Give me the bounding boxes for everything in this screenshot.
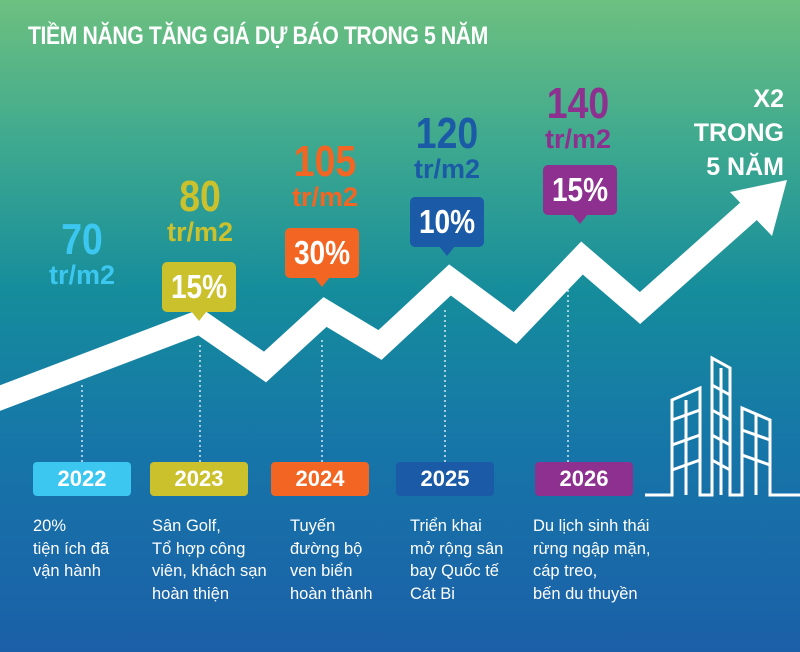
description-2026: Du lịch sinh thái rừng ngập mặn, cáp tre… (533, 517, 651, 603)
value-label-2024: 105 tr/m2 (291, 137, 359, 212)
guide-lines (81, 290, 569, 462)
value-label-2026: 140 tr/m2 (544, 79, 612, 154)
description-2022: 20% tiện ích đã vận hành (33, 517, 110, 580)
growth-badge-2023: 15% (162, 262, 236, 321)
description-2025: Triển khai mở rộng sân bay Quốc tế Cát B… (410, 517, 504, 603)
buildings-icon (645, 355, 800, 497)
value-label-2025: 120 tr/m2 (413, 109, 481, 184)
value-label-2023: 80 tr/m2 (166, 172, 234, 247)
year-label-2022: 2022 (33, 462, 131, 496)
description-2024: Tuyến đường bộ ven biển hoàn thành (290, 517, 373, 603)
growth-badge-2025: 10% (410, 197, 484, 256)
year-label-2026: 2026 (535, 462, 633, 496)
value-label-2022: 70 tr/m2 (48, 215, 116, 290)
arrow-head-icon (730, 180, 787, 236)
doubling-headline: X2 TRONG 5 NĂM (693, 85, 784, 181)
year-label-2024: 2024 (271, 462, 369, 496)
page-title: TIỀM NĂNG TĂNG GIÁ DỰ BÁO TRONG 5 NĂM (28, 22, 488, 50)
year-label-2023: 2023 (150, 462, 248, 496)
trend-arrow-line (0, 201, 758, 411)
growth-badge-2026: 15% (543, 165, 617, 224)
year-label-2025: 2025 (396, 462, 494, 496)
description-2023: Sân Golf, Tổ hợp công viên, khách sạn ho… (152, 517, 267, 603)
growth-badge-2024: 30% (285, 228, 359, 287)
